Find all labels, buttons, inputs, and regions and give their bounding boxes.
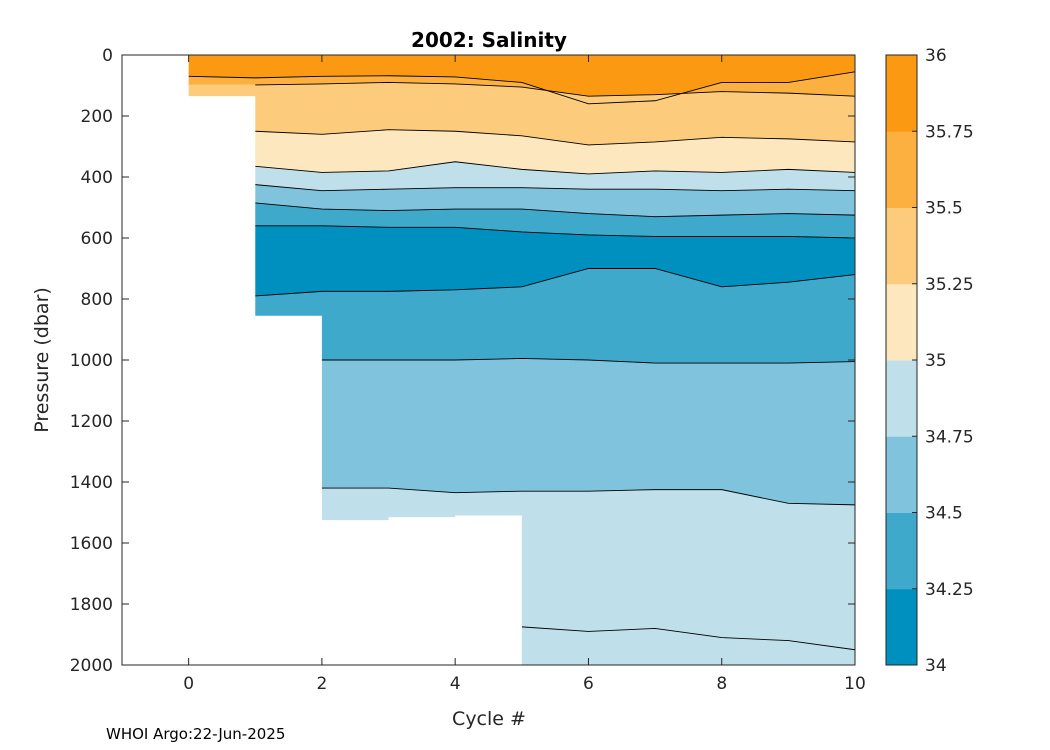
- y-tick-label: 1000: [70, 351, 113, 371]
- y-tick-label: 1400: [70, 473, 113, 493]
- colorbar-segment: [886, 283, 917, 361]
- y-tick-label: 800: [81, 290, 113, 310]
- colorbar-segment: [886, 207, 917, 285]
- contour-line: [321, 487, 855, 506]
- credit-text: WHOI Argo:22-Jun-2025: [106, 725, 286, 743]
- contour-line: [321, 358, 855, 364]
- y-tick-label: 1200: [70, 412, 113, 432]
- colorbar-tick-label: 35.75: [925, 122, 974, 142]
- colorbar-tick-label: 34.5: [925, 504, 963, 524]
- x-tick-label: 10: [844, 674, 866, 694]
- contour-line: [255, 268, 855, 297]
- colorbar-tick-label: 35: [925, 351, 947, 371]
- y-axis-label: Pressure (dbar): [31, 287, 53, 433]
- y-tick-label: 400: [81, 168, 113, 188]
- x-tick-label: 0: [183, 674, 194, 694]
- contour-line: [188, 71, 855, 105]
- colorbar-tick-label: 34: [925, 656, 947, 676]
- colorbar-segment: [886, 512, 917, 590]
- x-tick-label: 8: [716, 674, 727, 694]
- contour-line: [255, 161, 855, 175]
- colorbar-segment: [886, 360, 917, 437]
- x-axis-label: Cycle #: [452, 708, 526, 730]
- contour-line-layer: [188, 71, 855, 651]
- contour-line: [255, 184, 855, 192]
- x-tick-label: 2: [316, 674, 327, 694]
- y-tick-label: 2000: [70, 656, 113, 676]
- y-tick-label: 200: [81, 107, 113, 127]
- y-tick-label: 1800: [70, 595, 113, 615]
- colorbar-tick-label: 34.75: [925, 427, 974, 447]
- colorbar-tick-label: 36: [925, 46, 947, 66]
- y-tick-label: 0: [102, 46, 113, 66]
- y-axis: 0 200 400 600 800 1000 1200 1400 1600 1800 2000: [70, 46, 855, 676]
- colorbar-tick-label: 34.25: [925, 580, 974, 600]
- y-tick-label: 1600: [70, 534, 113, 554]
- x-tick-label: 6: [583, 674, 594, 694]
- contour-line: [521, 626, 855, 651]
- colorbar-segment: [886, 588, 917, 666]
- colorbar-segment: [886, 55, 917, 132]
- x-axis: 0 2 4 6 8 10: [183, 55, 866, 694]
- y-tick-label: 600: [81, 229, 113, 249]
- chart-title: 2002: Salinity: [411, 28, 567, 52]
- contour-line: [255, 81, 855, 97]
- contour-line: [255, 129, 855, 146]
- colorbar-segment: [886, 131, 917, 208]
- x-tick-label: 4: [450, 674, 461, 694]
- contour-line: [255, 225, 855, 239]
- colorbar-tick-label: 35.5: [925, 199, 963, 219]
- contour-line: [255, 202, 855, 218]
- colorbar-tick-label: 35.25: [925, 275, 974, 295]
- colorbar-segment: [886, 436, 917, 513]
- contour-lines: [188, 71, 855, 651]
- colorbar: 34 34.25 34.5 34.75 35 35.25 35.5 35.75 36: [885, 46, 974, 676]
